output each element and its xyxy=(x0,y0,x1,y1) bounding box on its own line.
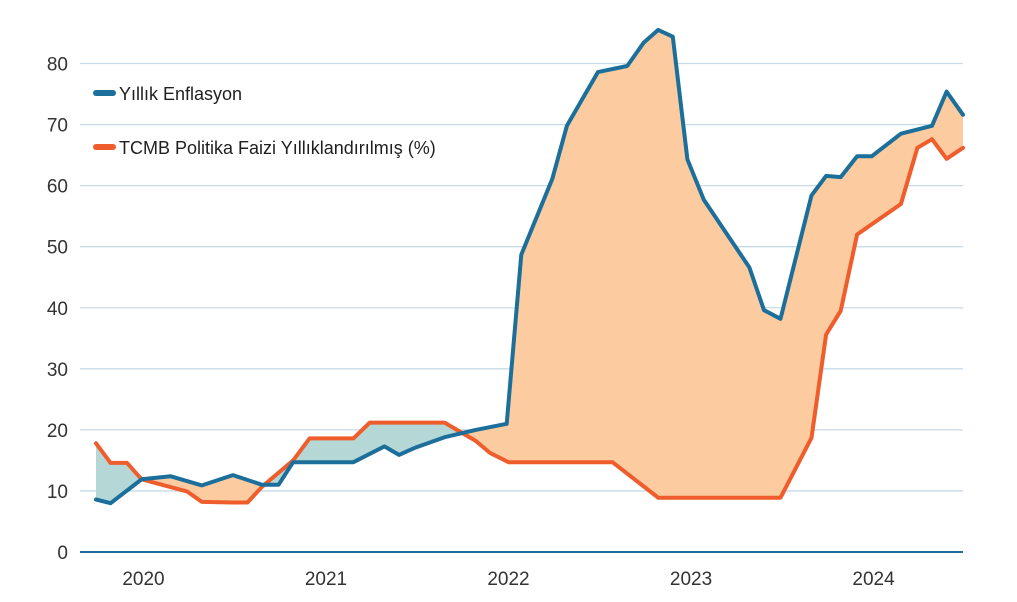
y-tick-label: 40 xyxy=(47,299,68,320)
x-axis: 2020 2021 2022 2023 2024 xyxy=(80,551,963,590)
legend-item-inflation: Yıllık Enflasyon xyxy=(93,84,242,104)
series-line-inflation xyxy=(94,27,965,506)
series-lines xyxy=(94,27,965,506)
legend-label: TCMB Politika Faizi Yıllıklandırılmış (%… xyxy=(119,138,436,158)
legend: Yıllık Enflasyon TCMB Politika Faizi Yıl… xyxy=(93,84,436,158)
x-tick-label: 2021 xyxy=(305,569,347,590)
x-tick-label: 2024 xyxy=(852,569,895,590)
series-line-policy-rate xyxy=(94,137,965,505)
y-tick-label: 10 xyxy=(47,482,68,503)
legend-item-policy-rate: TCMB Politika Faizi Yıllıklandırılmış (%… xyxy=(93,138,436,158)
y-tick-label: 80 xyxy=(47,55,68,76)
y-axis: 0 10 20 30 40 50 60 70 80 xyxy=(47,55,68,564)
x-tick-label: 2022 xyxy=(487,569,529,590)
area-fills xyxy=(96,29,963,504)
y-tick-label: 60 xyxy=(47,177,68,198)
y-tick-label: 0 xyxy=(57,543,68,564)
y-tick-label: 70 xyxy=(47,116,68,137)
legend-label: Yıllık Enflasyon xyxy=(119,84,242,104)
x-tick-label: 2023 xyxy=(670,569,712,590)
y-tick-label: 20 xyxy=(47,421,68,442)
area-inflation-above-rate xyxy=(96,29,963,503)
y-tick-label: 30 xyxy=(47,360,68,381)
x-tick-label: 2020 xyxy=(122,569,164,590)
y-tick-label: 50 xyxy=(47,238,68,259)
